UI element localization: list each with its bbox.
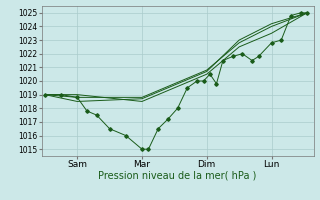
X-axis label: Pression niveau de la mer( hPa ): Pression niveau de la mer( hPa )	[99, 171, 257, 181]
